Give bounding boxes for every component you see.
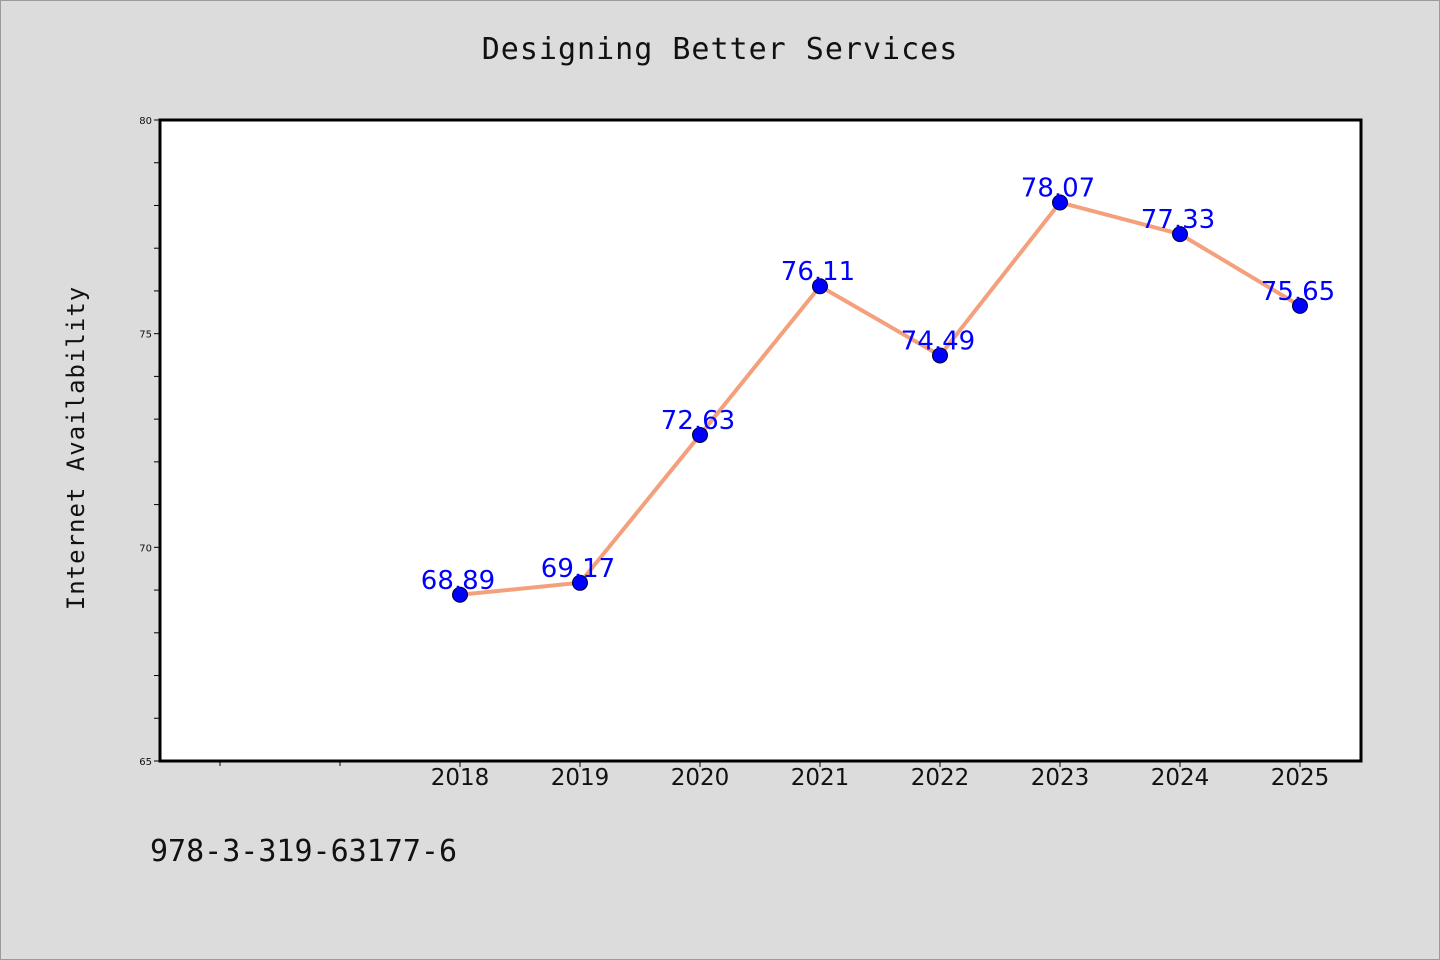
data-point — [572, 574, 588, 591]
data-label: 72.63 — [661, 406, 735, 436]
y-tick-label: 70 — [139, 543, 152, 554]
x-tick-label: 2022 — [911, 765, 970, 791]
data-point — [932, 347, 948, 364]
y-axis-ticks: 65 70 75 80 — [139, 116, 160, 768]
y-tick-label: 65 — [139, 757, 152, 768]
data-label: 77.33 — [1141, 205, 1215, 235]
data-label: 68.89 — [421, 566, 495, 596]
x-tick-label: 2018 — [431, 765, 490, 791]
data-point — [692, 426, 708, 443]
data-labels: 68.89 69.17 72.63 76.11 74.49 78.07 77.33 75.65 — [421, 173, 1335, 595]
data-point — [1052, 194, 1068, 211]
isbn-footnote: 978-3-319-63177-6 — [150, 834, 458, 869]
x-tick-label: 2019 — [551, 765, 610, 791]
x-tick-label: 2020 — [671, 765, 730, 791]
data-point — [452, 586, 468, 603]
data-label: 69.17 — [541, 554, 615, 584]
data-label: 76.11 — [781, 257, 855, 287]
x-tick-label: 2023 — [1031, 765, 1090, 791]
x-tick-label: 2025 — [1271, 765, 1330, 791]
plot-area — [158, 118, 1363, 763]
y-tick-label: 80 — [139, 116, 152, 127]
data-point — [812, 278, 828, 295]
x-axis-ticks: 2018 2019 2020 2021 2022 2023 2024 2025 — [219, 761, 1330, 791]
chart-title: Designing Better Services — [481, 32, 959, 67]
data-label: 78.07 — [1021, 173, 1095, 203]
data-point — [1292, 297, 1308, 314]
series-line — [459, 200, 1302, 597]
data-label: 74.49 — [901, 326, 975, 356]
x-tick-label: 2021 — [791, 765, 850, 791]
series-group — [452, 194, 1308, 603]
y-tick-label: 75 — [139, 330, 152, 341]
data-point — [1172, 226, 1188, 243]
data-label: 75.65 — [1261, 277, 1335, 307]
x-tick-label: 2024 — [1151, 765, 1210, 791]
